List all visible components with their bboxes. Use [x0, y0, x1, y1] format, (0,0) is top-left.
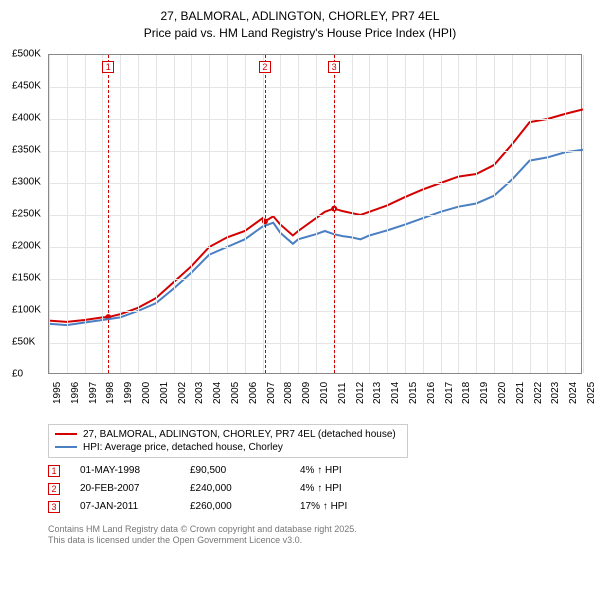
events-table: 1 01-MAY-1998 £90,500 4% ↑ HPI 2 20-FEB-2007 £…	[48, 462, 590, 516]
legend-item: 27, BALMORAL, ADLINGTON, CHORLEY, PR7 4E…	[55, 428, 401, 441]
event-delta: 4% ↑ HPI	[300, 483, 400, 494]
x-axis-label: 2002	[177, 381, 188, 403]
x-axis-label: 2011	[337, 382, 348, 404]
x-axis-label: 2021	[515, 381, 526, 403]
legend-label: HPI: Average price, detached house, Chor…	[83, 442, 283, 453]
x-axis-label: 2005	[230, 381, 241, 403]
x-axis-label: 2010	[319, 381, 330, 403]
event-marker: 2	[48, 483, 60, 495]
title-line1: 27, BALMORAL, ADLINGTON, CHORLEY, PR7 4E…	[10, 8, 590, 25]
x-axis-label: 2013	[372, 381, 383, 403]
x-axis-label: 1997	[88, 381, 99, 403]
y-axis-label: £250K	[12, 208, 46, 219]
event-date: 07-JAN-2011	[80, 501, 170, 512]
y-axis-label: £150K	[12, 272, 46, 283]
sale-marker: 2	[259, 61, 271, 73]
x-axis-label: 2015	[408, 381, 419, 403]
x-axis-label: 2019	[479, 381, 490, 403]
y-axis-label: £0	[12, 368, 46, 379]
x-axis-label: 2004	[212, 381, 223, 403]
x-axis-label: 2001	[159, 381, 170, 403]
x-axis-label: 1995	[52, 381, 63, 403]
sale-marker: 3	[328, 61, 340, 73]
x-axis-label: 2020	[497, 381, 508, 403]
chart: 1 2 3 £0 £50K £100K £150K £200K £250K £300K £350K…	[10, 48, 590, 418]
plot-area: 1 2 3	[48, 54, 582, 374]
x-axis-label: 2017	[444, 381, 455, 403]
y-axis-label: £350K	[12, 144, 46, 155]
legend-swatch	[55, 433, 77, 435]
footnote-line1: Contains HM Land Registry data © Crown c…	[48, 524, 590, 536]
legend: 27, BALMORAL, ADLINGTON, CHORLEY, PR7 4E…	[48, 424, 408, 458]
legend-swatch	[55, 446, 77, 448]
x-axis-label: 2007	[266, 381, 277, 403]
y-axis-label: £500K	[12, 48, 46, 59]
x-axis-label: 2025	[586, 381, 597, 403]
event-marker: 3	[48, 501, 60, 513]
x-axis-label: 1999	[123, 381, 134, 403]
footnote: Contains HM Land Registry data © Crown c…	[48, 524, 590, 547]
y-axis-label: £400K	[12, 112, 46, 123]
event-date: 20-FEB-2007	[80, 483, 170, 494]
event-marker: 1	[48, 465, 60, 477]
event-date: 01-MAY-1998	[80, 465, 170, 476]
chart-title: 27, BALMORAL, ADLINGTON, CHORLEY, PR7 4E…	[10, 8, 590, 42]
event-price: £240,000	[190, 483, 280, 494]
line-plots	[49, 55, 581, 373]
x-axis-label: 1996	[70, 381, 81, 403]
legend-label: 27, BALMORAL, ADLINGTON, CHORLEY, PR7 4E…	[83, 429, 396, 440]
x-axis-label: 2006	[248, 381, 259, 403]
event-row: 2 20-FEB-2007 £240,000 4% ↑ HPI	[48, 480, 590, 498]
y-axis-label: £450K	[12, 80, 46, 91]
x-axis-label: 2022	[533, 381, 544, 403]
x-axis-label: 1998	[105, 381, 116, 403]
x-axis-label: 2008	[283, 381, 294, 403]
event-price: £260,000	[190, 501, 280, 512]
event-row: 1 01-MAY-1998 £90,500 4% ↑ HPI	[48, 462, 590, 480]
y-axis-label: £200K	[12, 240, 46, 251]
footnote-line2: This data is licensed under the Open Gov…	[48, 535, 590, 547]
x-axis-label: 2016	[426, 381, 437, 403]
x-axis-label: 2012	[355, 381, 366, 403]
y-axis-label: £50K	[12, 336, 46, 347]
x-axis-label: 2014	[390, 381, 401, 403]
x-axis-label: 2003	[194, 381, 205, 403]
sale-marker: 1	[102, 61, 114, 73]
event-row: 3 07-JAN-2011 £260,000 17% ↑ HPI	[48, 498, 590, 516]
x-axis-label: 2000	[141, 381, 152, 403]
y-axis-label: £300K	[12, 176, 46, 187]
y-axis-label: £100K	[12, 304, 46, 315]
event-price: £90,500	[190, 465, 280, 476]
x-axis-label: 2024	[568, 381, 579, 403]
x-axis-label: 2018	[461, 381, 472, 403]
x-axis-label: 2023	[550, 381, 561, 403]
title-line2: Price paid vs. HM Land Registry's House …	[10, 25, 590, 42]
x-axis-label: 2009	[301, 381, 312, 403]
event-delta: 17% ↑ HPI	[300, 501, 400, 512]
event-delta: 4% ↑ HPI	[300, 465, 400, 476]
legend-item: HPI: Average price, detached house, Chor…	[55, 441, 401, 454]
